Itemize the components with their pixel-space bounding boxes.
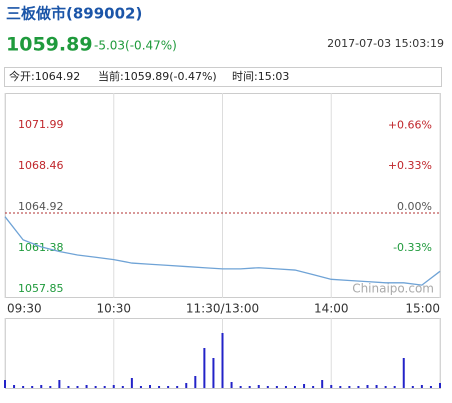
y-tick-label: 1057.85	[18, 282, 64, 295]
info-current: 当前:1059.89(-0.47%)	[98, 69, 217, 83]
volume-bar	[248, 386, 251, 388]
price-line	[4, 216, 441, 286]
volume-bar	[158, 386, 161, 388]
volume-bar	[13, 385, 16, 388]
volume-bar	[103, 386, 106, 388]
change: -5.03(-0.47%)	[94, 39, 177, 53]
y-tick-label: 1061.38	[18, 241, 64, 254]
volume-bar	[312, 386, 315, 388]
volume-bar	[139, 386, 142, 388]
volume-bar	[339, 386, 342, 388]
y-tick-label: 1068.46	[18, 159, 64, 172]
volume-bar	[294, 386, 296, 388]
volume-bar	[76, 386, 79, 388]
volume-bar	[185, 383, 188, 388]
volume-bar	[348, 386, 351, 388]
volume-bar	[130, 378, 133, 388]
volume-bar	[94, 386, 97, 388]
volume-bar	[393, 386, 396, 388]
volume-bar	[176, 386, 179, 388]
volume-bar	[58, 380, 61, 388]
volume-bar	[411, 386, 414, 388]
volume-bar	[257, 385, 260, 388]
volume-bar	[121, 386, 124, 388]
volume-bar	[31, 386, 34, 388]
volume-bar	[203, 348, 206, 388]
volume-bar	[384, 386, 387, 388]
volume-bar	[321, 380, 324, 388]
volume-bar	[221, 333, 224, 388]
x-tick-label: 09:30	[7, 302, 42, 316]
price: 1059.89	[6, 34, 93, 56]
datetime: 2017-07-03 15:03:19	[327, 37, 444, 50]
volume-bar	[194, 376, 197, 388]
volume-bar	[230, 382, 233, 388]
volume-bar	[439, 383, 441, 388]
info-time: 时间:15:03	[232, 70, 289, 83]
y2-tick-label: 0.00%	[397, 200, 432, 213]
y2-tick-label: -0.33%	[393, 241, 432, 254]
volume-bar	[239, 386, 242, 388]
x-tick-label: 11:30/13:00	[186, 302, 259, 316]
volume-bar	[167, 386, 170, 388]
info-bar	[4, 67, 442, 87]
volume-bar	[330, 385, 333, 388]
x-tick-label: 14:00	[314, 302, 349, 316]
volume-bar	[85, 385, 88, 388]
volume-bar	[266, 386, 269, 388]
watermark: Chinaipo.com	[352, 282, 434, 296]
volume-bar	[212, 358, 215, 388]
volume-bar	[366, 385, 369, 388]
volume-bar	[284, 386, 287, 388]
volume-bar	[40, 385, 43, 388]
volume-bar	[402, 358, 405, 388]
volume-bar	[357, 386, 360, 388]
x-tick-label: 10:30	[96, 302, 131, 316]
x-tick-label: 15:00	[405, 302, 440, 316]
y2-tick-label: +0.66%	[388, 118, 432, 131]
y-tick-label: 1064.92	[18, 200, 64, 213]
volume-bar	[149, 385, 151, 388]
y2-tick-label: +0.33%	[388, 159, 432, 172]
volume-bar	[49, 386, 52, 388]
volume-bar	[429, 386, 432, 388]
volume-bar	[4, 380, 6, 388]
volume-bar	[420, 385, 423, 388]
volume-bar	[67, 386, 70, 388]
volume-bar	[275, 386, 278, 388]
volume-bar	[375, 385, 378, 388]
volume-bar	[303, 384, 306, 388]
title: 三板做市(899002)	[6, 5, 142, 23]
volume-bar	[112, 385, 115, 388]
volume-bar	[22, 386, 25, 388]
y-tick-label: 1071.99	[18, 118, 64, 131]
info-open: 今开:1064.92	[9, 69, 80, 83]
